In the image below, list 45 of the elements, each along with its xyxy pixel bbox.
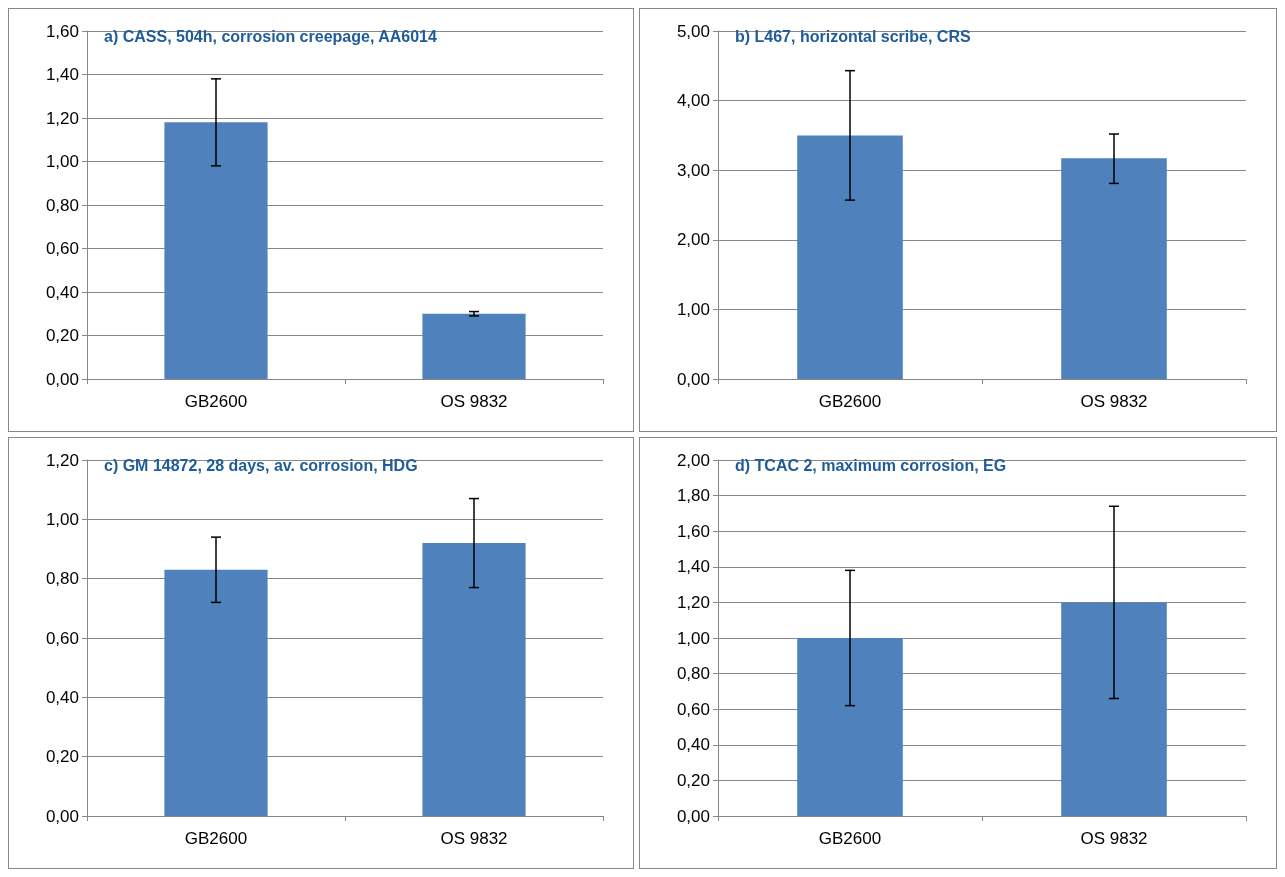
chart-title: d) TCAC 2, maximum corrosion, EG — [735, 456, 1007, 474]
y-tick-label: 0,60 — [676, 699, 710, 719]
y-tick-label: 0,40 — [45, 687, 79, 707]
y-tick-label: 0,60 — [45, 239, 79, 258]
x-tick-label: OS 9832 — [1080, 392, 1148, 411]
y-tick-label: 1,40 — [45, 65, 79, 84]
y-tick-label: 0,80 — [45, 195, 79, 215]
y-tick-label: 1,00 — [676, 299, 710, 319]
y-tick-label: 1,00 — [45, 509, 79, 529]
y-tick-label: 1,20 — [45, 108, 79, 128]
y-tick-label: 4,00 — [676, 91, 710, 111]
y-tick-label: 0,20 — [45, 326, 79, 345]
y-tick-label: 0,80 — [676, 664, 710, 684]
x-tick-label: GB2600 — [818, 392, 882, 411]
y-tick-label: 1,60 — [45, 21, 79, 41]
x-tick-label: OS 9832 — [1080, 829, 1148, 848]
y-tick-label: 5,00 — [676, 21, 710, 41]
x-tick-label: OS 9832 — [440, 829, 508, 848]
x-tick-label: GB2600 — [184, 392, 248, 411]
y-tick-label: 0,40 — [45, 282, 79, 302]
y-tick-label: 0,60 — [45, 628, 79, 648]
y-tick-label: 1,80 — [676, 486, 710, 506]
y-tick-label: 0,00 — [45, 369, 79, 389]
y-tick-label: 1,00 — [45, 152, 79, 171]
y-tick-label: 3,00 — [676, 160, 710, 180]
y-tick-label: 2,00 — [676, 450, 710, 470]
y-tick-label: 1,20 — [45, 450, 79, 470]
y-tick-label: 0,00 — [676, 369, 710, 389]
y-tick-label: 0,80 — [45, 569, 79, 589]
chart-title: b) L467, horizontal scribe, CRS — [735, 27, 971, 45]
chart-title: c) GM 14872, 28 days, av. corrosion, HDG — [104, 456, 418, 474]
y-tick-label: 0,40 — [676, 735, 710, 755]
y-tick-label: 1,00 — [676, 628, 710, 648]
y-tick-label: 1,20 — [676, 592, 710, 612]
y-tick-label: 0,00 — [45, 806, 79, 826]
x-tick-label: GB2600 — [818, 829, 882, 848]
y-tick-label: 1,60 — [676, 521, 710, 541]
y-tick-label: 0,00 — [676, 806, 710, 826]
x-tick-label: OS 9832 — [440, 392, 508, 411]
y-tick-label: 2,00 — [676, 230, 710, 250]
chart-title: a) CASS, 504h, corrosion creepage, AA6014 — [104, 27, 437, 45]
x-tick-label: GB2600 — [184, 829, 248, 848]
y-tick-label: 1,40 — [676, 557, 710, 577]
y-tick-label: 0,20 — [45, 747, 79, 767]
y-tick-label: 0,20 — [676, 770, 710, 790]
